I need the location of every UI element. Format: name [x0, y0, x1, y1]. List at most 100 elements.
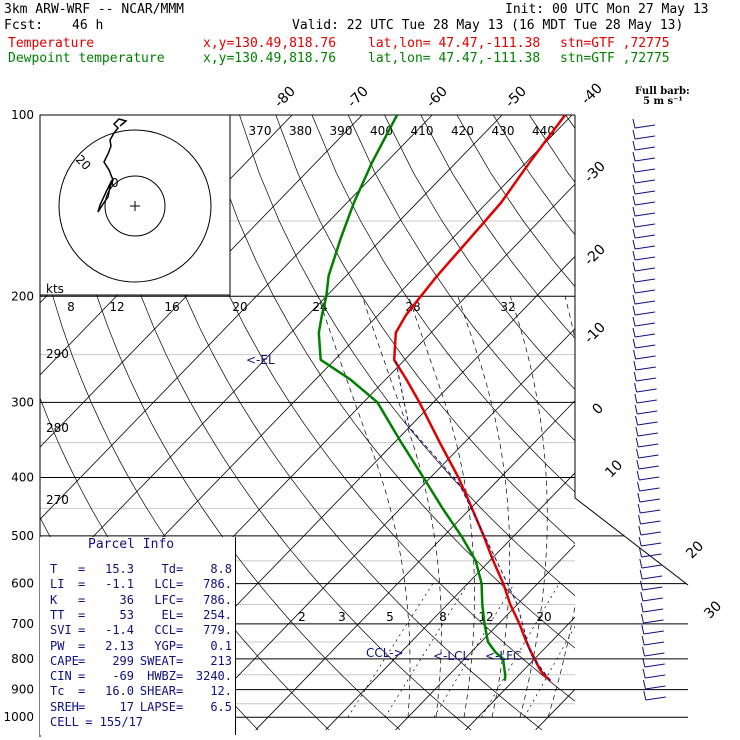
- wind-barb-flag: [632, 305, 636, 316]
- parcel-key: YGP: [154, 638, 176, 653]
- parcel-info-row: T = 15.3 Td= 8.8: [50, 562, 232, 576]
- parcel-info-row: TT = 53 EL= 254.: [50, 608, 232, 622]
- wind-barb-flag: [642, 668, 646, 679]
- parcel-value: 16.0: [105, 684, 134, 699]
- parcel-info-panel: Parcel Info T = 15.3 Td= 8.8 LI = -1.1 LCL= 786. K…: [40, 537, 236, 735]
- pressure-tick-label: 300: [11, 395, 34, 409]
- pressure-tick-label: 400: [11, 471, 34, 485]
- hodograph: 20 0 kts: [39, 114, 231, 296]
- isotherm-label: -20: [581, 241, 608, 268]
- wind-barb: [637, 432, 658, 437]
- wind-barb: [636, 399, 657, 404]
- wind-barb: [634, 168, 656, 173]
- parcel-key: CAPE: [50, 653, 79, 668]
- dry-adiabat: [384, 115, 575, 390]
- wind-barb-flag: [632, 129, 636, 140]
- wind-barb-flag: [632, 195, 636, 206]
- parcel-eq: =: [176, 577, 184, 592]
- parcel-value: 53: [119, 607, 134, 622]
- parcel-value: 15.3: [105, 562, 134, 576]
- theta-label: 380: [289, 124, 312, 138]
- dewpoint-xy: x,y=130.49,818.76: [203, 51, 337, 66]
- parcel-eq: =: [176, 699, 184, 714]
- parcel-eq: =: [78, 577, 86, 592]
- mixing-ratio-label: 20: [536, 610, 551, 624]
- wind-barb-flag: [637, 492, 641, 503]
- theta-label: 370: [249, 124, 272, 138]
- wind-barb-flag: [632, 118, 636, 129]
- theta-e-label: 20: [232, 300, 247, 314]
- wind-barb-flag: [636, 459, 640, 470]
- parcel-eq: =: [176, 653, 184, 668]
- isotherm-label: 30: [701, 598, 725, 622]
- wind-barb: [634, 157, 656, 162]
- parcel-eq: =: [78, 684, 86, 699]
- isotherm: [465, 616, 575, 731]
- parcel-value: 0.1: [210, 638, 232, 653]
- isotherm: [255, 400, 575, 731]
- wind-barb: [642, 597, 663, 602]
- wind-barb-flag: [632, 283, 636, 294]
- parcel-eq: =: [78, 653, 86, 668]
- wind-barb: [641, 553, 662, 558]
- wind-barb-flag: [636, 448, 640, 459]
- isotherm-label: 0: [589, 400, 607, 418]
- wind-barb-flag: [632, 338, 636, 349]
- parcel-eq: =: [176, 669, 184, 684]
- parcel-value: 299: [112, 653, 134, 668]
- wind-barb-flag: [632, 151, 636, 162]
- wind-barb: [634, 289, 656, 294]
- isotherm: [40, 115, 363, 448]
- wind-barb: [635, 366, 656, 371]
- wind-barb: [634, 267, 656, 272]
- dry-adiabat: [166, 115, 575, 702]
- parcel-key: K: [50, 592, 58, 607]
- theta-e-label: 8: [67, 300, 75, 314]
- dry-adiabat: [275, 115, 575, 545]
- wind-barb: [645, 685, 666, 690]
- parcel-eq: =: [176, 623, 184, 638]
- parcel-key: CCL: [154, 623, 176, 638]
- wind-barb: [642, 575, 663, 580]
- wind-barb: [638, 443, 659, 448]
- parcel-value: 12.: [210, 684, 232, 699]
- wind-barb: [636, 388, 657, 393]
- parcel-info-row: CAPE= 299 SWEAT= 213: [50, 654, 232, 668]
- parcel-eq: =: [78, 699, 86, 714]
- dry-adiabat: [347, 115, 575, 442]
- parcel-value: -1.4: [105, 623, 134, 638]
- dewpoint-station: stn=GTF ,72775: [560, 51, 670, 66]
- parcel-value: -1.1: [105, 577, 134, 592]
- parcel-key: Tc: [50, 684, 65, 699]
- theta-left-label: 290: [46, 347, 69, 361]
- wind-barb-flag: [632, 272, 636, 283]
- parcel-key: SVI: [50, 623, 72, 638]
- wind-barb: [641, 542, 662, 547]
- isotherm: [0, 115, 12, 730]
- isotherm-label: -40: [578, 80, 605, 107]
- theta-label: 390: [330, 124, 353, 138]
- wind-barb: [638, 454, 659, 459]
- wind-barb-flag: [632, 162, 636, 173]
- temperature-line: [392, 115, 567, 682]
- wind-barb: [639, 487, 660, 492]
- wind-barb: [644, 652, 665, 657]
- parcel-info-row: CELL = 155/17: [50, 715, 143, 729]
- lower-mask: [575, 498, 688, 740]
- parcel-key: CELL: [50, 715, 79, 729]
- temperature-legend: Temperature: [8, 36, 95, 51]
- parcel-info-row: SREH= 17 LAPSE= 6.5: [50, 700, 232, 714]
- parcel-key: TT: [50, 607, 65, 622]
- forecast-label: Fcst:: [4, 18, 44, 33]
- wind-barb-flag: [640, 591, 644, 602]
- wind-barb: [645, 696, 666, 701]
- parcel-eq: =: [176, 592, 184, 607]
- moist-adiabat: [408, 296, 475, 718]
- parcel-key: PW: [50, 638, 65, 653]
- temperature-station: stn=GTF ,72775: [560, 36, 670, 51]
- theta-left-label: 270: [46, 493, 69, 507]
- theta-e-label: 16: [164, 300, 179, 314]
- wind-barb: [634, 223, 656, 228]
- model-title: 3km ARW-WRF -- NCAR/MMM: [4, 2, 185, 17]
